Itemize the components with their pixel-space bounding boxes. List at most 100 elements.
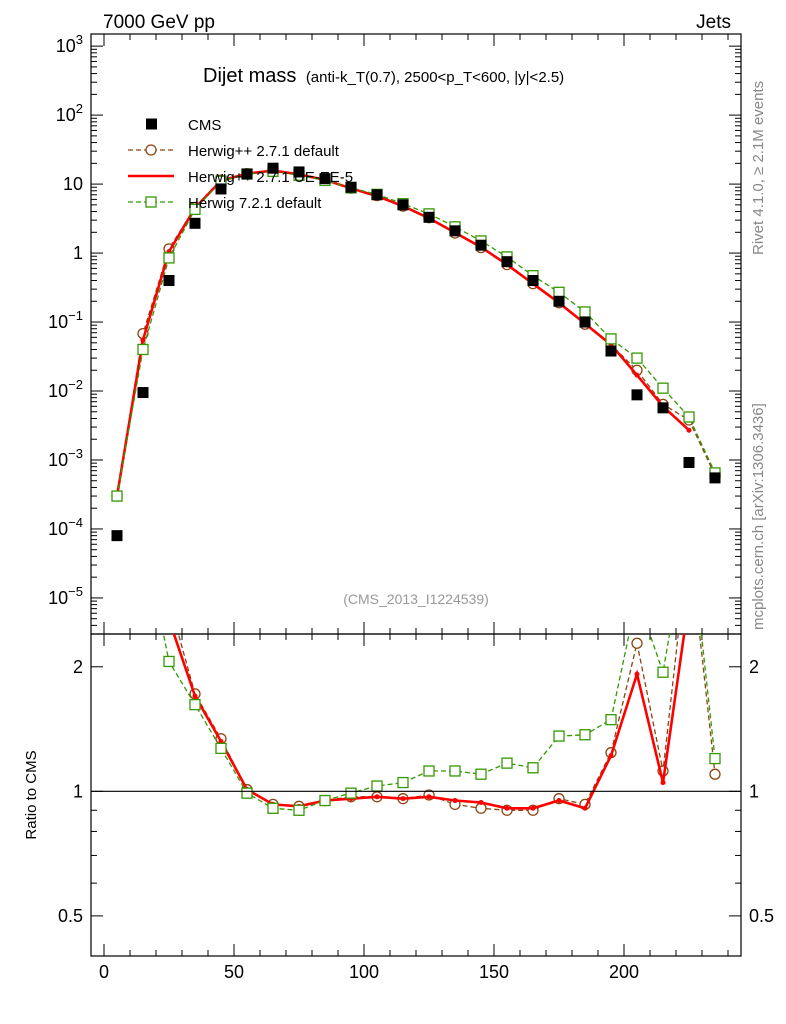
ratio-y-tick-label-right: 1	[749, 781, 759, 801]
legend-label-herwig-2-7-1-ue-ee-5: Herwig++ 2.7.1 UE-EE-5	[188, 169, 353, 186]
rivet-label: Rivet 4.1.0, ≥ 2.1M events	[750, 81, 767, 255]
ratio-point-herwig-7-2-1-default	[138, 528, 148, 538]
point-cms	[527, 275, 539, 287]
point-cms	[657, 402, 669, 414]
point-cms	[397, 199, 409, 211]
point-herwig-2-7-1-ue-ee-5	[634, 372, 640, 378]
x-tick-label: 200	[609, 962, 639, 982]
mcplots-label: mcplots.cern.ch [arXiv:1306.3436]	[750, 403, 767, 630]
analysis-id: (CMS_2013_I1224539)	[343, 591, 489, 607]
ratio-point-herwig-2-7-1-default	[138, 432, 148, 442]
point-cms	[709, 472, 721, 484]
top-y-tick-label: 1	[73, 243, 83, 263]
point-cms	[475, 239, 487, 251]
point-cms	[683, 456, 695, 468]
ratio-line-herwig-2-7-1-default	[177, 634, 716, 811]
ratio-y-label: Ratio to CMS	[23, 750, 40, 839]
ratio-point-herwig-7-2-1-default	[501, 757, 513, 769]
ratio-plot-series	[112, 432, 721, 816]
ratio-point-herwig-2-7-1-ue-ee-5	[504, 805, 510, 811]
x-tick-label: 50	[224, 962, 244, 982]
ratio-point-herwig-7-2-1-default	[605, 714, 617, 726]
ratio-point-herwig-2-7-1-ue-ee-5	[556, 798, 562, 804]
point-cms	[293, 166, 305, 178]
point-herwig-7-2-1-default	[579, 306, 591, 318]
ratio-point-herwig-2-7-1-ue-ee-5	[452, 798, 458, 804]
point-cms	[579, 316, 591, 328]
legend-marker-herwig-2-7-1-default	[145, 144, 157, 156]
ratio-point-herwig-2-7-1-default	[684, 533, 694, 543]
ratio-point-herwig-2-7-1-default	[112, 546, 122, 556]
point-cms	[111, 530, 123, 542]
ratio-point-herwig-7-2-1-default	[553, 730, 565, 742]
ratio-point-herwig-7-2-1-default	[189, 698, 201, 711]
ratio-y-tick-label-right: 2	[749, 657, 759, 677]
ratio-point-herwig-7-2-1-default	[684, 516, 694, 526]
top-y-tick-label: 10−4	[48, 515, 83, 539]
legend-label-herwig-2-7-1-default: Herwig++ 2.7.1 default	[188, 143, 340, 160]
legend-label-herwig-7-2-1-default: Herwig 7.2.1 default	[188, 195, 322, 212]
ratio-point-herwig-2-7-1-ue-ee-5	[141, 473, 146, 478]
ratio-point-herwig-7-2-1-default	[319, 794, 331, 807]
ratio-point-herwig-7-2-1-default	[241, 787, 253, 799]
chart-title-group: Dijet mass (anti-k_T(0.7), 2500<p_T<600,…	[203, 65, 564, 87]
ratio-y-tick-label: 1	[73, 781, 83, 801]
top-y-tick-label: 10−3	[48, 446, 83, 470]
header-right: Jets	[696, 12, 731, 33]
point-cms	[345, 181, 357, 193]
main-plot-series	[111, 162, 721, 542]
x-tick-label: 100	[349, 962, 379, 982]
ratio-y-tick-label: 2	[73, 657, 83, 677]
legend: CMS Herwig++ 2.7.1 default Herwig++ 2.7.1 …	[128, 117, 353, 212]
point-cms	[423, 211, 435, 223]
ratio-point-herwig-7-2-1-default	[449, 765, 461, 777]
point-herwig-7-2-1-default	[189, 203, 201, 216]
point-herwig-7-2-1-default	[137, 343, 149, 356]
point-herwig-7-2-1-default	[631, 352, 643, 364]
header-left: 7000 GeV pp	[103, 12, 215, 33]
point-cms	[371, 189, 383, 201]
ratio-point-herwig-7-2-1-default	[112, 546, 122, 556]
point-cms	[449, 225, 461, 237]
point-cms	[267, 162, 279, 174]
ratio-point-herwig-2-7-1-ue-ee-5	[426, 794, 432, 800]
ratio-line-herwig-2-7-1-ue-ee-5	[172, 634, 686, 810]
point-herwig-7-2-1-default	[605, 333, 617, 345]
ratio-point-herwig-7-2-1-default	[657, 666, 669, 678]
ratio-point-herwig-2-7-1-ue-ee-5	[115, 549, 120, 554]
legend-marker-cms	[146, 118, 157, 130]
top-y-tick-label: 102	[56, 101, 83, 125]
ratio-point-herwig-2-7-1-ue-ee-5	[687, 597, 692, 602]
ratio-point-herwig-2-7-1-ue-ee-5	[660, 780, 666, 786]
x-tick-label: 150	[479, 962, 509, 982]
x-tick-label: 0	[99, 962, 109, 982]
ratio-point-herwig-2-7-1-default	[164, 595, 174, 605]
ratio-point-herwig-2-7-1-ue-ee-5	[167, 617, 172, 622]
point-herwig-7-2-1-default	[683, 411, 695, 423]
point-cms	[137, 387, 149, 399]
point-cms	[501, 256, 513, 268]
ratio-point-herwig-7-2-1-default	[397, 776, 409, 789]
ratio-point-herwig-7-2-1-default	[423, 765, 435, 777]
series-line-herwig-2-7-1-ue-ee-5	[115, 169, 690, 497]
ratio-point-herwig-7-2-1-default	[632, 592, 642, 602]
ratio-point-herwig-2-7-1-ue-ee-5	[374, 794, 380, 800]
point-cms	[553, 295, 565, 307]
ratio-point-herwig-7-2-1-default	[293, 804, 305, 816]
legend-marker-herwig-7-2-1-default	[145, 196, 157, 208]
ratio-y-axis: 0.5 0.5 1 1 2 2	[58, 657, 774, 957]
ratio-point-herwig-2-7-1-default	[709, 768, 721, 780]
top-y-tick-label: 10	[63, 174, 83, 194]
point-cms	[631, 389, 643, 401]
ratio-y-tick-label: 0.5	[58, 906, 83, 926]
ratio-y-tick-label-right: 0.5	[749, 906, 774, 926]
ratio-point-herwig-2-7-1-ue-ee-5	[530, 805, 536, 811]
point-herwig-7-2-1-default	[163, 252, 175, 264]
point-herwig-2-7-1-ue-ee-5	[686, 427, 692, 433]
ratio-point-herwig-2-7-1-ue-ee-5	[218, 738, 224, 744]
ratio-point-herwig-2-7-1-ue-ee-5	[634, 671, 640, 677]
point-cms	[215, 183, 227, 195]
point-cms	[241, 168, 253, 180]
top-y-axis: 10−5 10−4 10−3 10−2 10−1 1 10 102 103	[48, 32, 741, 635]
